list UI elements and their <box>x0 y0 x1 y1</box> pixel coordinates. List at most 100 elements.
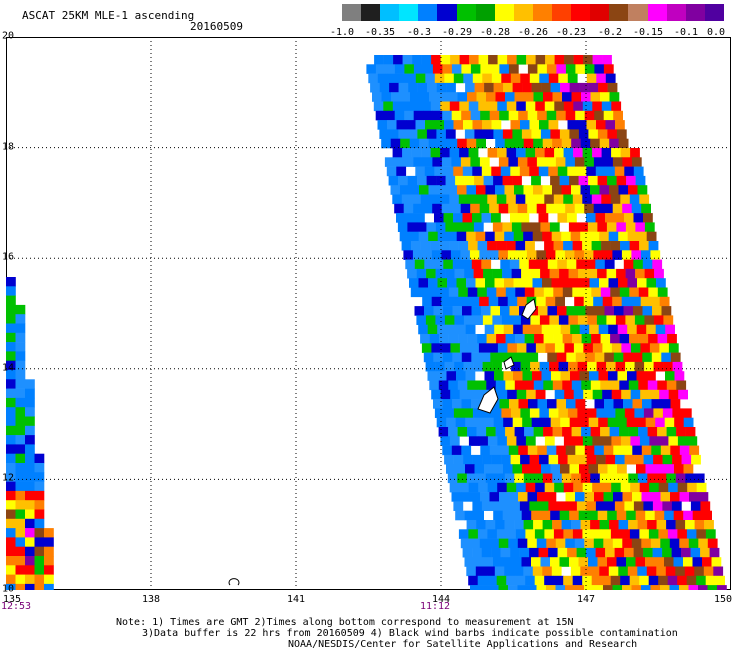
swath-cell <box>548 120 559 130</box>
swath-cell <box>503 417 513 428</box>
swath-cell <box>565 585 575 590</box>
swath-cell <box>501 454 511 465</box>
swath-cell <box>608 324 618 335</box>
swath-cell <box>413 203 423 214</box>
swath-cell <box>496 334 506 344</box>
swath-cell <box>674 371 685 381</box>
swath-cell <box>629 334 639 344</box>
swath-cell <box>601 148 612 158</box>
swath-cell <box>510 120 521 130</box>
swath-cell <box>578 175 589 186</box>
swath-cell <box>411 101 422 112</box>
swath-cell <box>610 334 620 344</box>
swath-cell <box>616 129 627 139</box>
swath-cell <box>427 324 438 335</box>
swath-cell <box>596 120 606 130</box>
swath-cell <box>581 334 592 344</box>
swath-cell <box>531 464 542 474</box>
swath-cell <box>508 538 519 549</box>
swath-cell <box>641 538 652 549</box>
swath-cell <box>423 352 434 363</box>
swath-cell <box>523 278 533 288</box>
swath-cell <box>25 463 35 473</box>
colorbar-segment <box>666 4 686 21</box>
swath-cell <box>586 408 597 418</box>
swath-cell <box>463 408 474 418</box>
swath-cell <box>6 304 16 315</box>
colorbar-segment <box>475 4 495 21</box>
swath-cell <box>512 510 522 521</box>
swath-cell <box>394 64 405 74</box>
swath-cell <box>569 557 579 567</box>
swath-cell <box>521 222 532 232</box>
swath-cell <box>373 101 384 112</box>
swath-cell <box>681 408 692 418</box>
swath-cell <box>479 157 490 167</box>
swath-cell <box>675 566 686 577</box>
swath-cell <box>618 138 629 149</box>
swath-cell <box>517 157 528 167</box>
swath-cell <box>455 464 466 474</box>
swath-cell <box>454 361 464 372</box>
swath-cell <box>575 492 585 502</box>
swath-cell <box>674 464 684 474</box>
swath-cell <box>531 510 541 521</box>
swath-cell <box>506 241 516 251</box>
swath-cell <box>433 352 444 363</box>
colorbar <box>342 4 724 21</box>
swath-cell <box>602 250 613 260</box>
swath-cell <box>623 352 634 363</box>
swath-cell <box>394 203 404 214</box>
swath-cell <box>488 296 499 307</box>
swath-cell <box>574 250 585 260</box>
swath-cell <box>426 129 437 139</box>
swath-cell <box>25 546 35 557</box>
swath-cell <box>549 315 560 325</box>
swath-cell <box>646 371 656 381</box>
swath-cell <box>631 296 641 307</box>
swath-cell <box>440 389 451 400</box>
swath-cell <box>624 213 634 223</box>
swath-cell <box>632 352 643 363</box>
swath-cell <box>544 101 555 112</box>
swath-cell <box>613 110 623 121</box>
swath-cell <box>499 399 510 409</box>
swath-cell <box>511 315 522 325</box>
swath-cell <box>532 324 542 335</box>
swath-cell <box>644 315 655 325</box>
swath-cell <box>646 566 657 577</box>
swath-cell <box>25 583 35 590</box>
swath-cell <box>468 194 479 205</box>
swath-cell <box>15 518 26 529</box>
swath-cell <box>615 408 626 418</box>
swath-cell <box>402 101 413 112</box>
swath-cell <box>659 389 669 400</box>
swath-cell <box>428 185 439 195</box>
swath-cell <box>509 306 520 316</box>
swath-cell <box>618 566 629 577</box>
swath-cell <box>628 185 638 195</box>
swath-cell <box>596 73 607 84</box>
swath-cell <box>684 566 695 577</box>
swath-cell <box>586 120 597 130</box>
swath-cell <box>589 371 599 381</box>
swath-cell <box>584 64 595 74</box>
swath-cell <box>541 464 551 474</box>
swath-cell <box>504 566 515 577</box>
swath-cell <box>611 148 621 158</box>
swath-cell <box>507 55 517 65</box>
swath-cell <box>525 436 536 446</box>
swath-cell <box>657 380 668 391</box>
swath-cell <box>575 352 586 363</box>
swath-cell <box>578 268 588 279</box>
swath-cell <box>515 241 526 251</box>
swath-cell <box>480 492 490 502</box>
colorbar-segment <box>704 4 724 21</box>
swath-cell <box>499 110 509 121</box>
swath-cell <box>600 92 610 102</box>
swath-cell <box>524 334 535 344</box>
swath-cell <box>494 324 504 335</box>
colorbar-tick-label: 0.0 <box>706 27 726 38</box>
swath-cell <box>34 481 45 492</box>
swath-cell <box>6 397 16 408</box>
